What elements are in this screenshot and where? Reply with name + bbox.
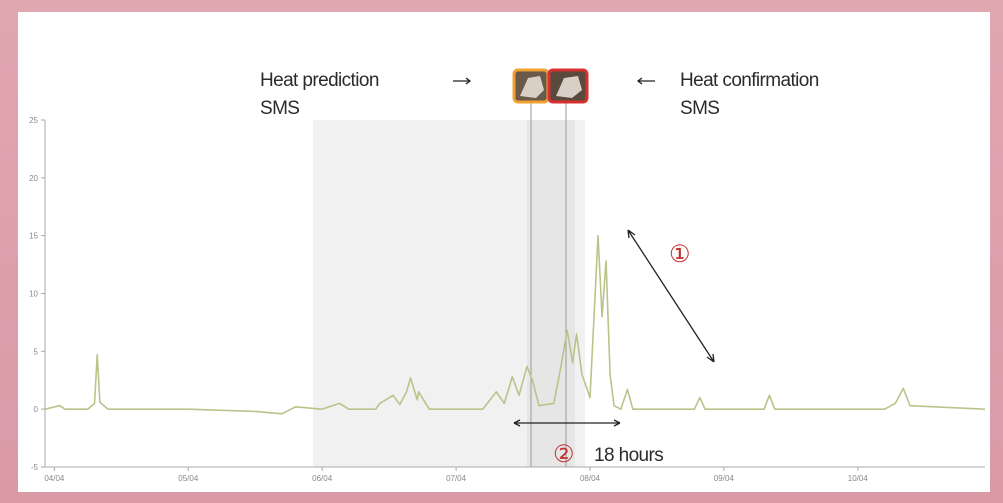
y-tick-label: 5 (34, 347, 39, 356)
page: {"chart_data": { "type": "line", "x": [3… (0, 0, 1003, 503)
x-tick-label: 10/04 (848, 474, 869, 483)
chart: -5 0 5 10 15 20 25 04/04 05/04 06/04 07/04 08/04 09/… (0, 0, 1003, 503)
annotation: SMS (680, 98, 719, 119)
marker: ② (553, 441, 574, 468)
x-tick-label: 08/04 (580, 474, 601, 483)
confirmation-icon (549, 70, 587, 102)
x-tick-label: 07/04 (446, 474, 467, 483)
x-tick-label: 09/04 (714, 474, 735, 483)
x-tick-label: 04/04 (44, 474, 65, 483)
y-tick-label: 25 (29, 116, 38, 125)
annotation: 18 hours (594, 445, 663, 466)
y-tick-label: -5 (31, 463, 39, 472)
annotation: SMS (260, 98, 299, 119)
heat-core (527, 120, 575, 467)
annotation: Heat prediction (260, 70, 379, 91)
y-tick-label: 20 (29, 174, 38, 183)
y-tick-label: 10 (29, 290, 38, 299)
marker: ① (669, 241, 690, 268)
x-tick-label: 06/04 (312, 474, 333, 483)
annotation: Heat confirmation (680, 70, 819, 91)
x-tick-label: 05/04 (178, 474, 199, 483)
y-tick-label: 15 (29, 232, 38, 241)
y-tick-label: 0 (34, 405, 39, 414)
prediction-icon (514, 70, 548, 102)
